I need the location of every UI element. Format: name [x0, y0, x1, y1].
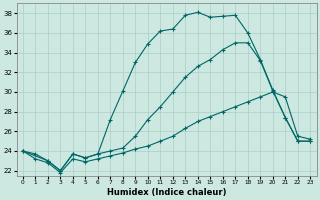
- X-axis label: Humidex (Indice chaleur): Humidex (Indice chaleur): [107, 188, 226, 197]
